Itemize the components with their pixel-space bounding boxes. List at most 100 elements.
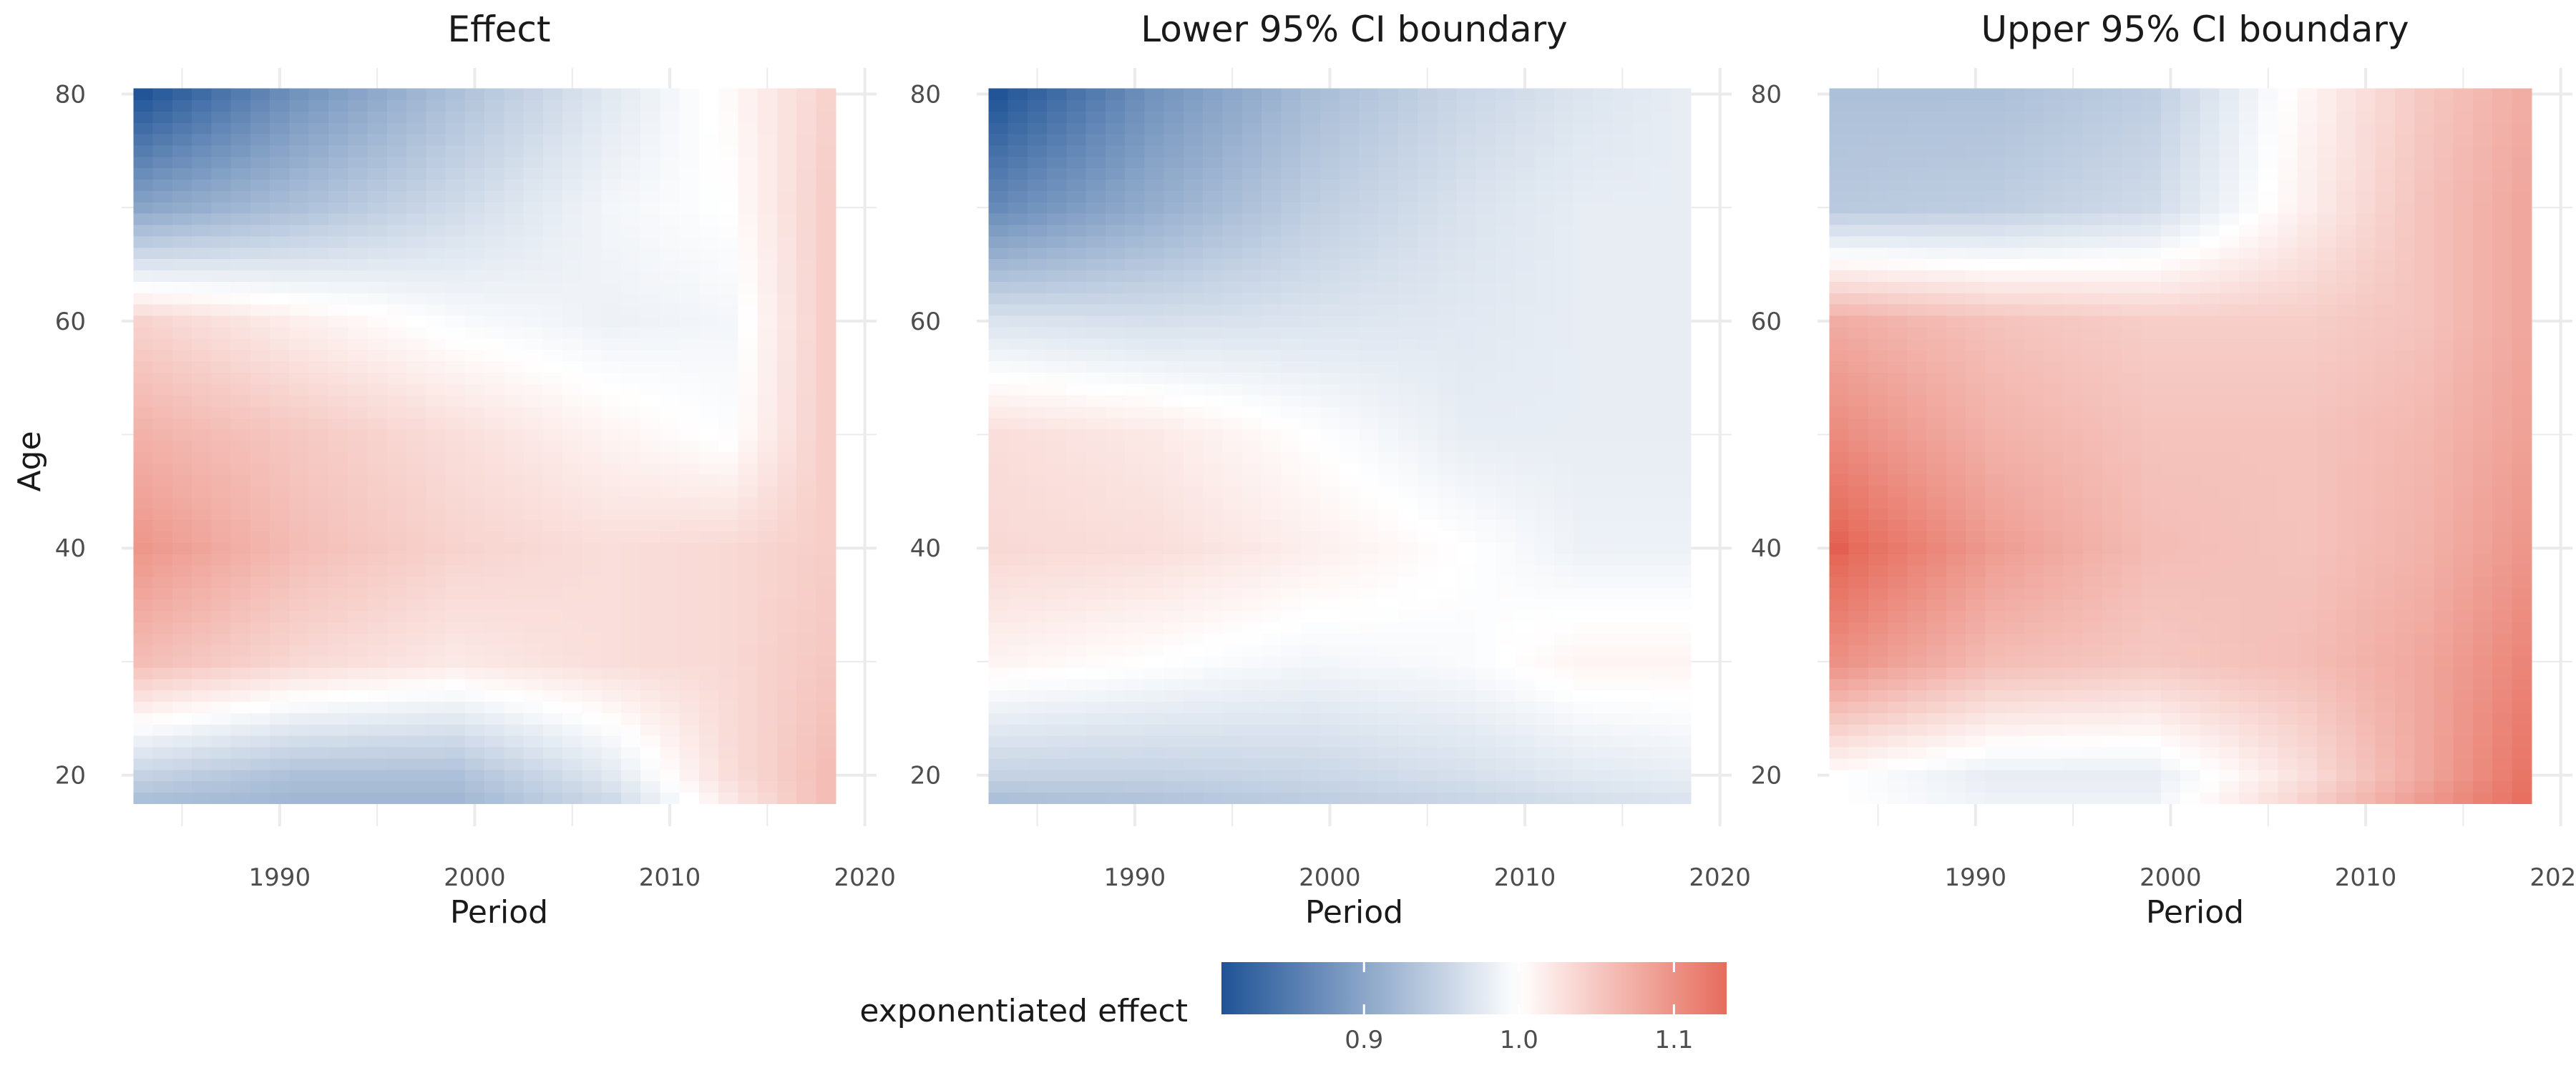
heatmap-cell <box>660 440 680 452</box>
heatmap-cell <box>1593 349 1614 361</box>
heatmap-cell <box>1631 451 1652 464</box>
heatmap-cell <box>152 565 173 577</box>
heatmap-cell <box>1125 383 1146 396</box>
heatmap-cell <box>133 428 154 441</box>
heatmap-cell <box>1848 395 1869 407</box>
heatmap-cell <box>1829 395 1850 407</box>
heatmap-cell <box>757 315 778 328</box>
heatmap-cell <box>718 247 739 260</box>
heatmap-cell <box>1340 326 1360 339</box>
heatmap-cell <box>1085 99 1106 112</box>
heatmap-cell <box>718 417 739 430</box>
heatmap-cell <box>601 645 622 657</box>
heatmap-cell <box>1456 167 1477 180</box>
heatmap-cell <box>776 496 797 509</box>
heatmap-cell <box>679 735 700 748</box>
heatmap-cell <box>348 496 369 509</box>
heatmap-cell <box>620 633 641 645</box>
heatmap-cell <box>386 258 407 271</box>
heatmap-cell <box>1085 144 1106 157</box>
heatmap-cell <box>1340 746 1360 759</box>
heatmap-cell <box>1907 576 1928 589</box>
heatmap-cell <box>988 474 1009 486</box>
heatmap-cell <box>1241 247 1262 260</box>
heatmap-cell <box>523 712 544 725</box>
heatmap-cell <box>1319 508 1340 521</box>
heatmap-cell <box>1456 690 1477 702</box>
heatmap-cell <box>1907 258 1928 271</box>
heatmap-cell <box>1262 440 1282 452</box>
heatmap-cell <box>1222 235 1243 248</box>
heatmap-cell <box>1222 735 1243 748</box>
heatmap-cell <box>367 542 388 554</box>
heatmap-cell <box>1340 485 1360 498</box>
heatmap-cell <box>1652 667 1672 680</box>
heatmap-cell <box>1066 179 1087 191</box>
heatmap-cell <box>1397 213 1418 225</box>
heatmap-cell <box>1085 372 1106 384</box>
heatmap-cell <box>1183 122 1204 134</box>
heatmap-cell <box>1946 780 1966 793</box>
heatmap-cell <box>172 190 192 202</box>
heatmap-cell <box>1397 202 1418 214</box>
heatmap-cell <box>406 712 426 725</box>
heatmap-cell <box>1593 167 1614 180</box>
heatmap-cell <box>1340 701 1360 713</box>
heatmap-cell <box>464 576 485 589</box>
heatmap-cell <box>1125 496 1146 509</box>
heatmap-cell <box>464 667 485 680</box>
heatmap-cell <box>1066 270 1087 282</box>
heatmap-cell <box>1671 224 1692 237</box>
heatmap-cell <box>1183 667 1204 680</box>
heatmap-cell <box>523 213 544 225</box>
heatmap-cell <box>1553 474 1574 486</box>
heatmap-cell <box>1437 451 1458 464</box>
heatmap-cell <box>270 474 291 486</box>
heatmap-cell <box>464 428 485 441</box>
heatmap-cell <box>484 792 504 804</box>
heatmap-cell <box>1125 565 1146 577</box>
heatmap-cell <box>1183 792 1204 804</box>
heatmap-cell <box>1907 780 1928 793</box>
heatmap-cell <box>1319 792 1340 804</box>
heatmap-cell <box>445 224 466 237</box>
heatmap-cell <box>1926 712 1947 725</box>
heatmap-cell <box>192 326 212 339</box>
heatmap-cell <box>1319 293 1340 305</box>
heatmap-cell <box>1203 247 1224 260</box>
heatmap-cell <box>1222 167 1243 180</box>
heatmap-cell <box>1008 361 1028 373</box>
heatmap-cell <box>1612 645 1633 657</box>
heatmap-cell <box>1418 690 1438 702</box>
heatmap-cell <box>367 474 388 486</box>
heatmap-cell <box>1888 622 1908 634</box>
heatmap-cell <box>1125 554 1146 566</box>
heatmap-cell <box>1027 735 1048 748</box>
heatmap-cell <box>1574 417 1594 430</box>
heatmap-cell <box>1105 349 1126 361</box>
heatmap-cell <box>1475 428 1496 441</box>
heatmap-cell <box>523 247 544 260</box>
heatmap-cell <box>308 712 329 725</box>
heatmap-cell <box>1047 428 1067 441</box>
heatmap-cell <box>1163 508 1184 521</box>
heatmap-cell <box>1534 599 1555 612</box>
heatmap-cell <box>230 474 251 486</box>
heatmap-cell <box>718 463 739 475</box>
heatmap-cell <box>698 508 719 521</box>
heatmap-cell <box>1144 735 1165 748</box>
heatmap-cell <box>679 270 700 282</box>
heatmap-cell <box>289 463 310 475</box>
heatmap-cell <box>308 134 329 146</box>
heatmap-cell <box>1397 655 1418 668</box>
heatmap-cell <box>211 122 232 134</box>
heatmap-cell <box>1222 519 1243 532</box>
heatmap-cell <box>1066 667 1087 680</box>
heatmap-cell <box>601 678 622 691</box>
heatmap-cell <box>426 667 447 680</box>
heatmap-cell <box>679 281 700 293</box>
heatmap-cell <box>1612 144 1633 157</box>
heatmap-cell <box>1652 372 1672 384</box>
heatmap-cell <box>1262 383 1282 396</box>
